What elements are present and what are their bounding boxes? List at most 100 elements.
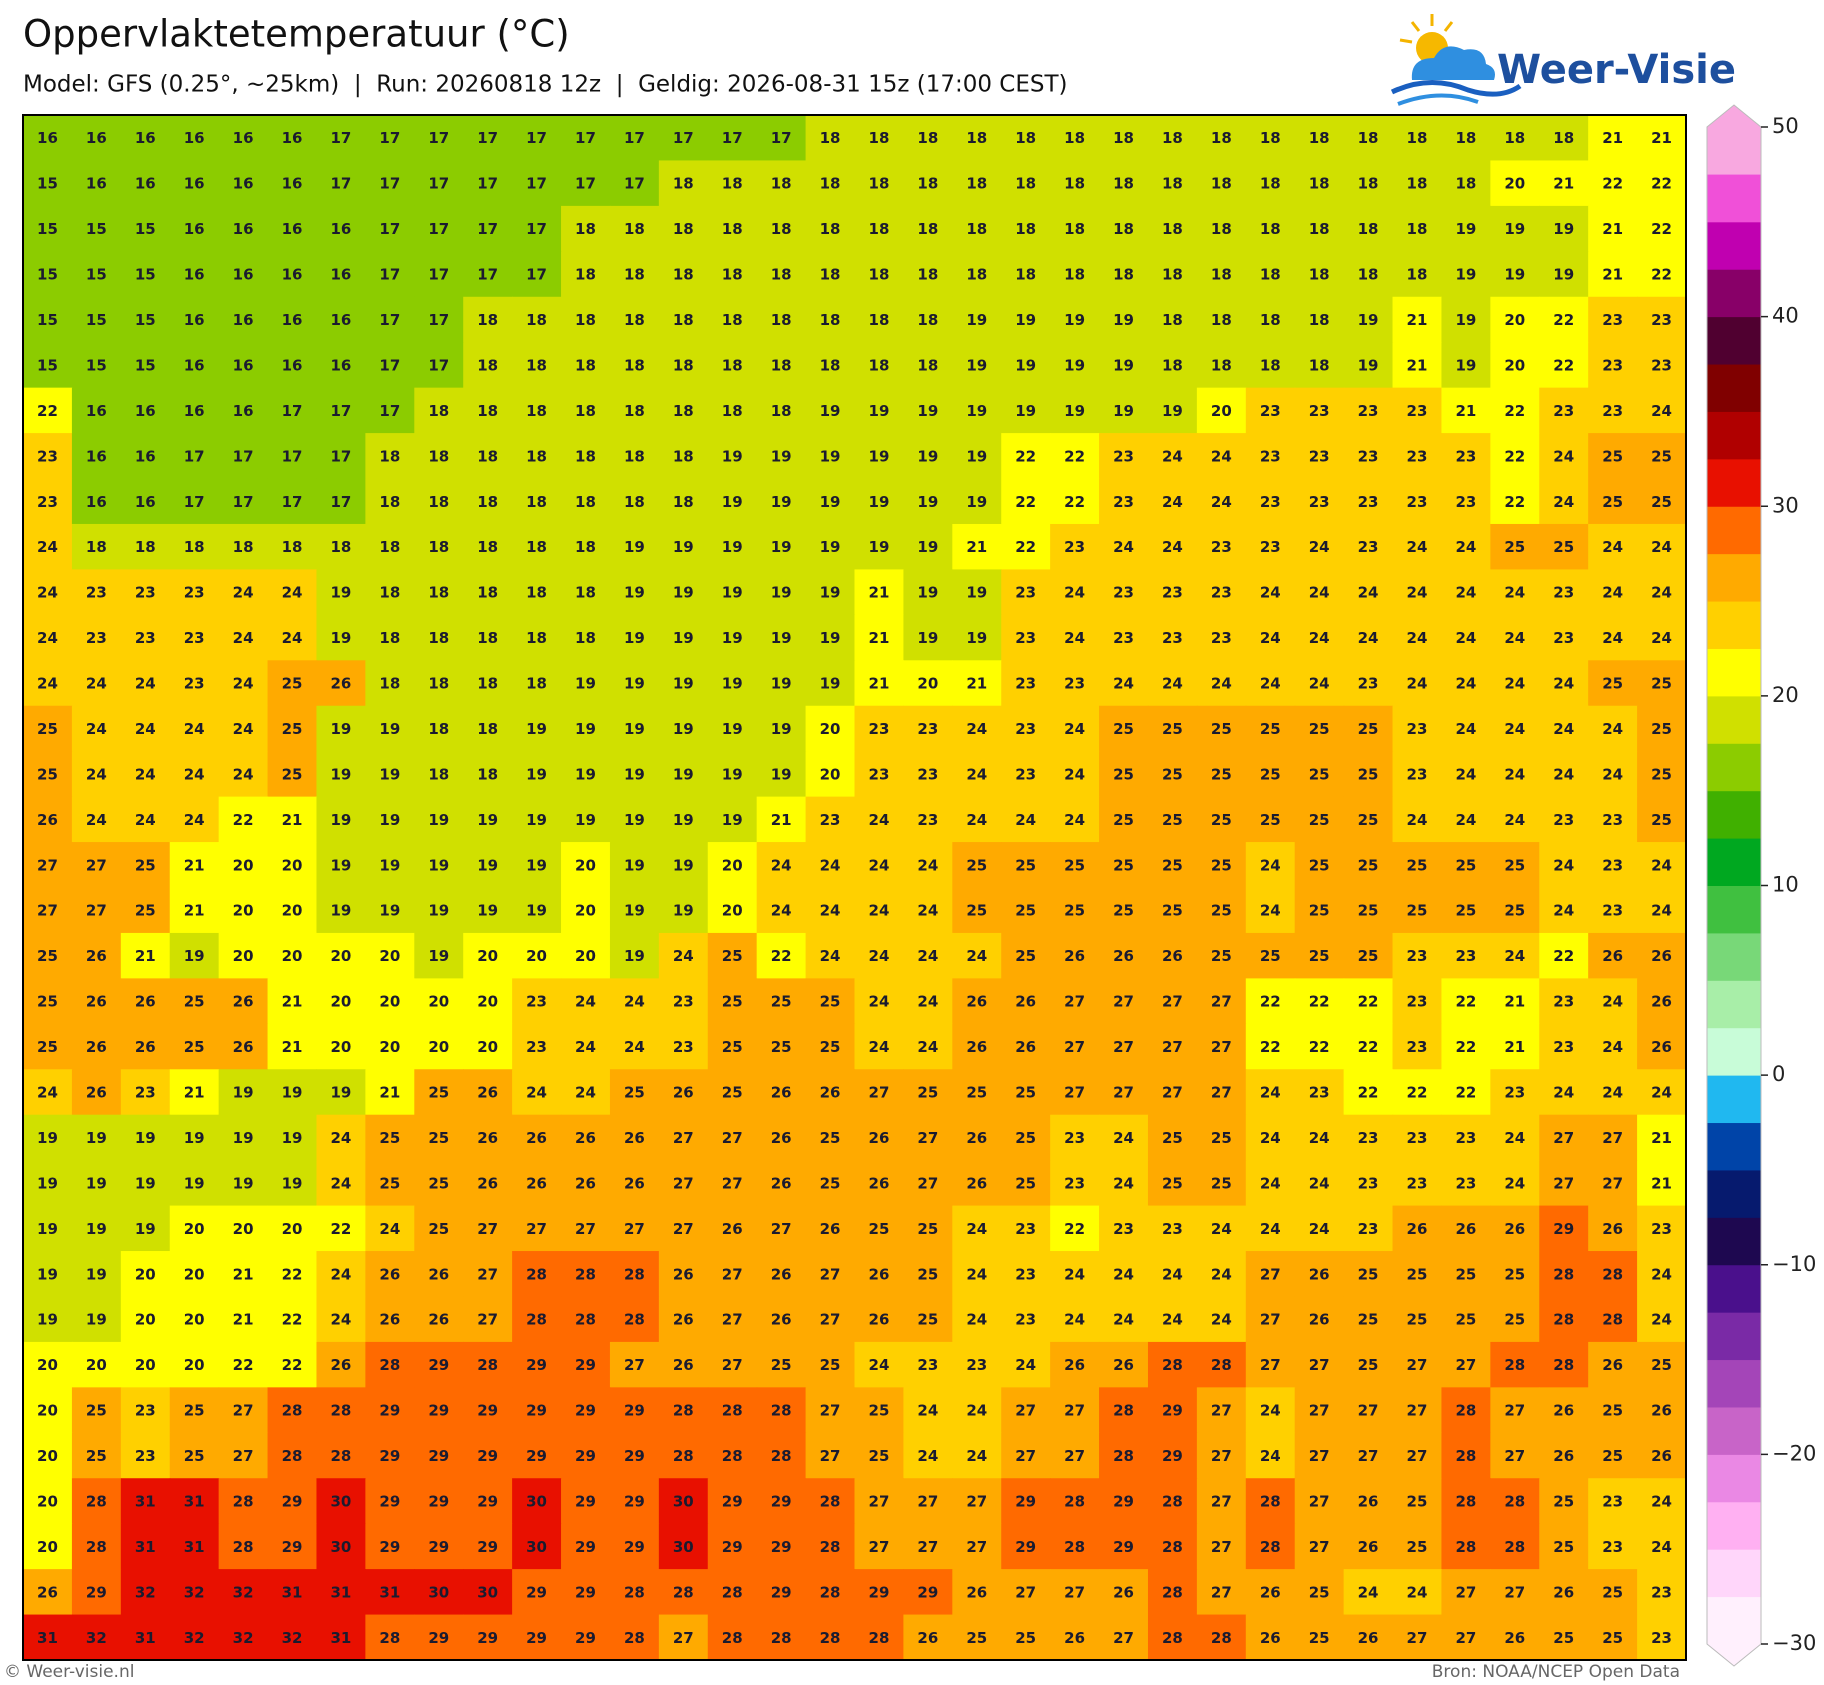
temperature-cell (512, 842, 562, 889)
temperature-cell (1539, 1523, 1589, 1570)
temperature-label: 28 (820, 1538, 841, 1556)
temperature-cell (1392, 1296, 1443, 1343)
temperature-label: 18 (428, 538, 449, 556)
temperature-label: 23 (1602, 1492, 1623, 1510)
temperature-cell (805, 1023, 856, 1070)
temperature-cell (1343, 1160, 1394, 1207)
temperature-cell (1196, 1160, 1247, 1207)
temperature-cell (1099, 932, 1149, 979)
temperature-label: 18 (1211, 220, 1232, 238)
temperature-cell (805, 569, 856, 616)
temperature-label: 25 (869, 1402, 890, 1420)
temperature-cell (1245, 1478, 1296, 1525)
temperature-cell (952, 160, 1002, 207)
temperature-cell (1588, 160, 1638, 207)
temperature-cell (854, 387, 905, 434)
temperature-cell (952, 887, 1002, 934)
temperature-cell (805, 205, 856, 252)
temperature-cell (218, 387, 269, 434)
temperature-cell (1294, 1614, 1345, 1661)
temperature-label: 19 (624, 811, 645, 829)
temperature-cell (1099, 342, 1149, 389)
temperature-label: 18 (1211, 129, 1232, 147)
temperature-cell (218, 1023, 269, 1070)
temperature-cell (1050, 569, 1100, 616)
temperature-cell (71, 614, 122, 661)
temperature-cell (903, 1114, 953, 1161)
temperature-label: 28 (869, 1629, 890, 1647)
temperature-label: 21 (1504, 993, 1525, 1011)
temperature-label: 23 (1358, 402, 1379, 420)
temperature-label: 19 (673, 902, 694, 920)
temperature-label: 19 (233, 1083, 254, 1101)
temperature-cell (1245, 205, 1296, 252)
temperature-cell (365, 569, 415, 616)
temperature-cell (707, 1205, 758, 1252)
colorbar-band (1707, 885, 1761, 934)
temperature-cell (609, 1114, 660, 1161)
temperature-cell (561, 296, 611, 343)
temperature-cell (1294, 751, 1345, 798)
temperature-label: 16 (135, 129, 156, 147)
temperature-label: 25 (1602, 1402, 1623, 1420)
temperature-cell (707, 296, 758, 343)
temperature-label: 31 (379, 1583, 400, 1601)
temperature-cell (463, 115, 513, 162)
temperature-label: 19 (428, 811, 449, 829)
temperature-cell (1099, 705, 1149, 752)
temperature-label: 26 (1553, 1583, 1574, 1601)
temperature-label: 19 (722, 538, 743, 556)
temperature-label: 25 (1309, 856, 1330, 874)
temperature-cell (658, 1478, 709, 1525)
temperature-cell (169, 478, 220, 525)
temperature-cell (1490, 1069, 1540, 1116)
temperature-label: 20 (282, 947, 303, 965)
temperature-cell (267, 1614, 318, 1661)
temperature-cell (854, 1614, 905, 1661)
temperature-cell (1441, 796, 1491, 843)
temperature-label: 29 (575, 1492, 596, 1510)
temperature-label: 26 (1113, 1583, 1134, 1601)
temperature-cell (854, 1569, 905, 1616)
temperature-cell (120, 251, 171, 298)
temperature-label: 16 (233, 175, 254, 193)
temperature-cell (1245, 342, 1296, 389)
temperature-cell (805, 251, 856, 298)
temperature-label: 24 (869, 1038, 890, 1056)
temperature-cell (952, 523, 1002, 571)
temperature-label: 27 (1211, 1038, 1232, 1056)
temperature-cell (1099, 1569, 1149, 1616)
temperature-cell (658, 705, 709, 752)
temperature-cell (169, 251, 220, 298)
temperature-cell (1050, 433, 1100, 480)
temperature-label: 31 (330, 1629, 351, 1647)
temperature-cell (71, 342, 122, 389)
temperature-cell (658, 342, 709, 389)
temperature-label: 25 (1015, 902, 1036, 920)
temperature-cell (952, 751, 1002, 798)
temperature-label: 26 (1113, 1356, 1134, 1374)
temperature-label: 18 (1211, 356, 1232, 374)
temperature-label: 25 (1309, 902, 1330, 920)
temperature-label: 27 (1358, 1402, 1379, 1420)
temperature-cell (1001, 796, 1051, 843)
temperature-label: 20 (330, 993, 351, 1011)
temperature-label: 17 (477, 266, 498, 284)
temperature-cell (218, 205, 269, 252)
temperature-cell (1343, 387, 1394, 434)
temperature-label: 16 (233, 129, 254, 147)
temperature-label: 23 (1113, 1220, 1134, 1238)
temperature-label: 18 (624, 402, 645, 420)
colorbar-band (1707, 221, 1761, 270)
temperature-cell (1196, 1478, 1247, 1525)
temperature-cell (1392, 1160, 1443, 1207)
temperature-cell (1490, 614, 1540, 661)
temperature-label: 18 (1015, 266, 1036, 284)
temperature-label: 32 (135, 1583, 156, 1601)
temperature-cell (1588, 1069, 1638, 1116)
temperature-cell (609, 1341, 660, 1388)
temperature-label: 18 (869, 220, 890, 238)
temperature-label: 28 (1504, 1538, 1525, 1556)
temperature-cell (23, 1478, 73, 1525)
temperature-label: 27 (673, 1629, 694, 1647)
